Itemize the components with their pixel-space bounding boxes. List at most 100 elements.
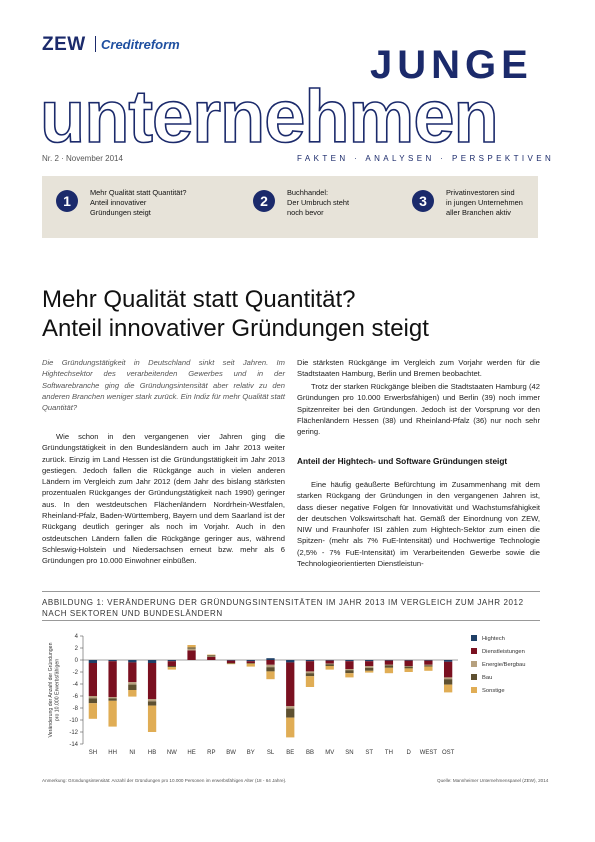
bar-th-hightech bbox=[384, 660, 394, 661]
bar-sl-sonstige bbox=[266, 671, 275, 680]
bar-bb-sonstige bbox=[305, 676, 315, 687]
bar-hh-hightech bbox=[108, 660, 117, 662]
legend-label: Hightech bbox=[482, 636, 505, 642]
bar-by-hightech bbox=[246, 660, 255, 662]
legend-swatch bbox=[471, 674, 477, 680]
bar-d-hightech bbox=[404, 660, 413, 661]
y-tick-label: 4 bbox=[75, 634, 79, 640]
bar-nw-hightech bbox=[167, 660, 176, 662]
creditreform-logo: Creditreform bbox=[101, 37, 180, 52]
figure-footnote: Anmerkung: Gründungsintensität: Anzahl d… bbox=[42, 778, 287, 783]
bar-hb-energiebergbau bbox=[147, 699, 157, 702]
bar-ni-hightech bbox=[128, 660, 137, 663]
bar-sn-energiebergbau bbox=[345, 669, 354, 671]
bar-st-sonstige bbox=[365, 670, 374, 673]
bar-hh-dienstleistungen bbox=[108, 661, 117, 698]
bar-sn-dienstleistungen bbox=[345, 661, 354, 669]
y-tick-label: -8 bbox=[73, 706, 79, 712]
figure-top-rule bbox=[42, 591, 540, 592]
bar-by-bau bbox=[246, 663, 255, 664]
bar-sh-sonstige bbox=[88, 703, 98, 719]
y-tick-label: -14 bbox=[69, 742, 78, 748]
bar-th-energiebergbau bbox=[384, 664, 394, 666]
y-tick-label: -10 bbox=[69, 718, 78, 724]
x-tick-label: BW bbox=[226, 750, 236, 756]
x-tick-label: RP bbox=[207, 750, 215, 756]
legend-swatch bbox=[471, 648, 477, 654]
article-lead: Die Gründungstätigkeit in Deutschland si… bbox=[42, 358, 285, 413]
bar-hh-energiebergbau bbox=[108, 697, 117, 699]
legend-label: Dienstleistungen bbox=[482, 649, 525, 655]
bar-he-bau bbox=[187, 647, 196, 649]
legend-label: Sonstige bbox=[482, 688, 505, 694]
legend-label: Energie/Bergbau bbox=[482, 662, 526, 668]
teaser-line: Buchhandel: bbox=[287, 188, 329, 197]
x-tick-label: BE bbox=[286, 750, 294, 756]
figure-title-rule bbox=[42, 620, 540, 621]
bar-west-hightech bbox=[424, 660, 433, 661]
headline-line-1: Mehr Qualität statt Quantität? bbox=[42, 286, 356, 313]
y-tick-label: -2 bbox=[73, 670, 79, 676]
bar-sh-bau bbox=[88, 698, 98, 704]
article-paragraph-4: Eine häufig geäußerte Befürchtung im Zus… bbox=[297, 480, 540, 569]
bar-ni-bau bbox=[128, 684, 137, 690]
bar-st-energiebergbau bbox=[365, 666, 374, 668]
bar-th-sonstige bbox=[384, 667, 394, 674]
teaser-line: Privatinvestoren sind bbox=[446, 188, 515, 197]
bar-west-sonstige bbox=[424, 666, 433, 671]
legend-swatch bbox=[471, 687, 477, 693]
bar-be-bau bbox=[286, 708, 295, 718]
issue-number: Nr. 2 · November 2014 bbox=[42, 154, 123, 163]
y-tick-label: 2 bbox=[75, 646, 79, 652]
figure-title: ABBILDUNG 1: VERÄNDERUNG DER GRÜNDUNGSIN… bbox=[42, 598, 524, 618]
article-paragraph-3: Trotz der starken Rückgänge bleiben die … bbox=[297, 382, 540, 437]
bar-mv-dienstleistungen bbox=[325, 660, 334, 664]
x-tick-label: HB bbox=[148, 750, 156, 756]
teaser-2-text[interactable]: Buchhandel: Der Umbruch steht noch bevor bbox=[287, 188, 387, 218]
legend-swatch bbox=[471, 661, 477, 667]
teaser-2-number: 2 bbox=[253, 190, 275, 212]
bar-hh-bau bbox=[108, 698, 117, 701]
bar-ost-hightech bbox=[443, 660, 453, 662]
bar-west-dienstleistungen bbox=[424, 660, 433, 665]
bar-ni-energiebergbau bbox=[128, 682, 137, 685]
bar-rp-dienstleistungen bbox=[207, 657, 216, 660]
bar-ost-dienstleistungen bbox=[443, 661, 453, 678]
bar-sn-bau bbox=[345, 670, 354, 674]
bar-th-bau bbox=[384, 665, 394, 668]
masthead-junge: JUNGE bbox=[370, 43, 533, 87]
bar-rp-bau bbox=[207, 655, 216, 657]
bar-sn-sonstige bbox=[345, 673, 354, 678]
x-tick-label: MV bbox=[325, 750, 334, 756]
teaser-line: Anteil innovativer bbox=[90, 198, 147, 207]
bar-bb-hightech bbox=[305, 660, 315, 662]
bar-st-bau bbox=[365, 667, 374, 671]
tagline: FAKTEN · ANALYSEN · PERSPEKTIVEN bbox=[297, 154, 555, 163]
bar-ost-energiebergbau bbox=[443, 677, 453, 680]
x-tick-label: SH bbox=[89, 750, 97, 756]
teaser-1-number: 1 bbox=[56, 190, 78, 212]
bar-he-energiebergbau bbox=[187, 648, 196, 651]
bar-sn-hightech bbox=[345, 660, 354, 662]
bar-sh-dienstleistungen bbox=[88, 663, 98, 696]
teaser-line: Mehr Qualität statt Quantität? bbox=[90, 188, 187, 197]
x-tick-label: WEST bbox=[420, 750, 438, 756]
x-tick-label: NI bbox=[129, 750, 135, 756]
bar-bb-energiebergbau bbox=[305, 671, 315, 674]
teaser-1-text[interactable]: Mehr Qualität statt Quantität? Anteil in… bbox=[90, 188, 190, 218]
x-tick-label: SN bbox=[345, 750, 353, 756]
bar-d-bau bbox=[404, 666, 413, 669]
teaser-3-text[interactable]: Privatinvestoren sind in jungen Unterneh… bbox=[446, 188, 546, 218]
y-tick-label: -6 bbox=[73, 694, 79, 700]
x-tick-label: SL bbox=[267, 750, 275, 756]
bar-ni-sonstige bbox=[128, 690, 137, 697]
bar-chart: 4 2 0 -2 -4 -6 -8 -10 -12 -14 Veränderung der Anza… bbox=[48, 634, 526, 756]
bar-be-dienstleistungen bbox=[286, 662, 295, 707]
bar-d-energiebergbau bbox=[404, 666, 413, 667]
masthead-unternehmen: unternehmen bbox=[39, 75, 499, 158]
bar-bw-sonstige bbox=[226, 663, 236, 665]
teaser-line: in jungen Unternehmen bbox=[446, 198, 523, 207]
bar-sl-energiebergbau bbox=[266, 664, 275, 668]
bar-sl-hightech bbox=[266, 658, 275, 660]
bar-rp-sonstige bbox=[207, 654, 216, 656]
